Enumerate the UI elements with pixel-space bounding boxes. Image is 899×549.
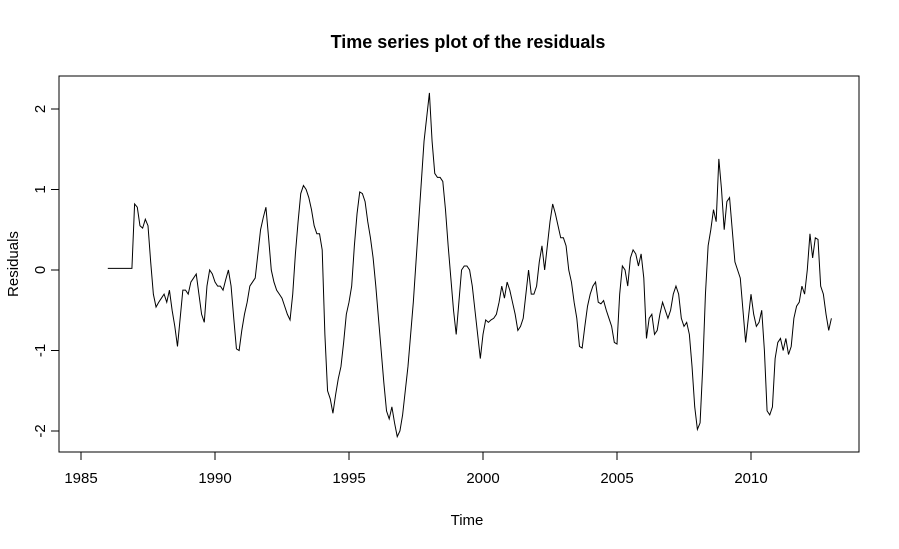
y-tick-label: -2 bbox=[32, 424, 49, 437]
y-axis-label: Residuals bbox=[5, 231, 22, 297]
y-tick-label: 2 bbox=[32, 105, 49, 113]
x-tick-label: 2005 bbox=[600, 470, 633, 487]
x-tick-label: 1990 bbox=[198, 470, 231, 487]
y-tick-label: -1 bbox=[32, 344, 49, 357]
x-axis-label: Time bbox=[451, 512, 484, 529]
y-axis: -2 -1 0 1 2 bbox=[32, 105, 60, 438]
x-tick-label: 2010 bbox=[734, 470, 767, 487]
plot-box bbox=[58, 75, 860, 453]
x-tick-label: 1985 bbox=[64, 470, 97, 487]
residuals-line bbox=[107, 92, 832, 439]
x-tick-label: 1995 bbox=[332, 470, 365, 487]
y-tick-label: 1 bbox=[32, 185, 49, 193]
chart-title: Time series plot of the residuals bbox=[331, 32, 606, 52]
x-tick-label: 2000 bbox=[466, 470, 499, 487]
x-axis: 1985 1990 1995 2000 2005 2010 bbox=[64, 451, 768, 487]
y-tick-label: 0 bbox=[32, 266, 49, 274]
